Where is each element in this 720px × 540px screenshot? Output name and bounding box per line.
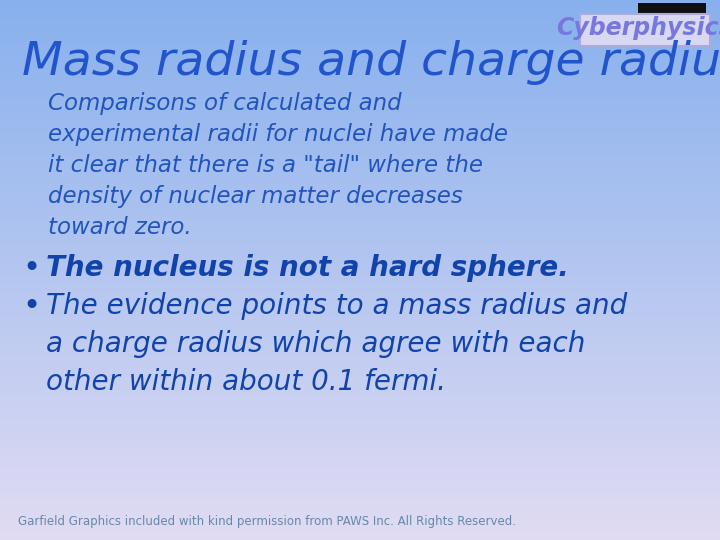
Text: Mass radius and charge radius: Mass radius and charge radius [22, 40, 720, 85]
Text: Cyberphysics: Cyberphysics [557, 16, 720, 40]
Text: The evidence points to a mass radius and
a charge radius which agree with each
o: The evidence points to a mass radius and… [46, 292, 627, 396]
Text: Garfield Graphics included with kind permission from PAWS Inc. All Rights Reserv: Garfield Graphics included with kind per… [18, 515, 516, 528]
Text: The nucleus is not a hard sphere.: The nucleus is not a hard sphere. [46, 254, 569, 282]
Text: •: • [22, 254, 40, 283]
Text: Comparisons of calculated and
experimental radii for nuclei have made
it clear t: Comparisons of calculated and experiment… [48, 92, 508, 239]
FancyBboxPatch shape [638, 3, 706, 17]
Text: •: • [22, 292, 40, 321]
FancyBboxPatch shape [580, 14, 710, 46]
